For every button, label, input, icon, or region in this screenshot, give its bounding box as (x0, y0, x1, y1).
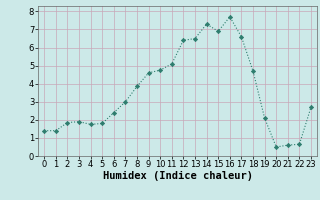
X-axis label: Humidex (Indice chaleur): Humidex (Indice chaleur) (103, 171, 252, 181)
